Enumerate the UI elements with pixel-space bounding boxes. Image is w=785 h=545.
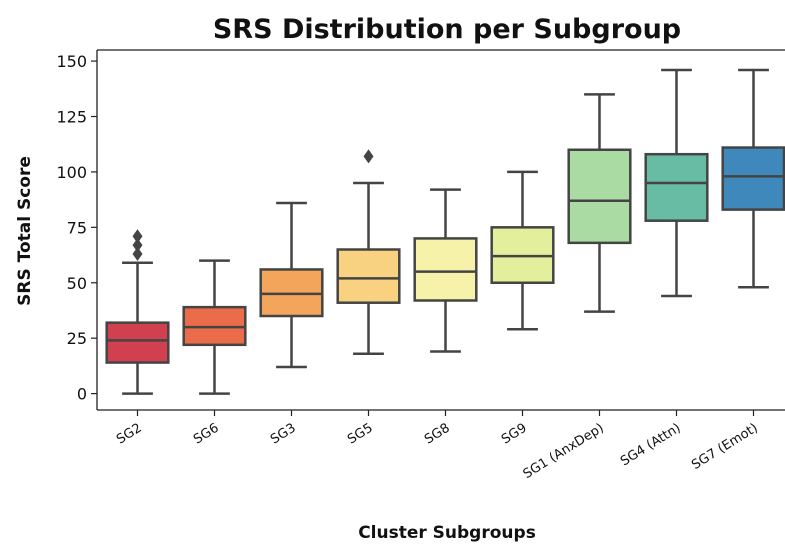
x-tick-label: SG9 (499, 421, 530, 448)
x-axis-label: Cluster Subgroups (358, 523, 536, 543)
y-tick-label: 150 (56, 52, 87, 71)
x-tick-label: SG5 (345, 421, 376, 448)
x-tick-label: SG4 (Attn) (618, 421, 684, 470)
y-tick-label: 50 (67, 274, 87, 293)
outlier (132, 238, 143, 253)
box (105, 321, 170, 364)
chart-title: SRS Distribution per Subgroup (213, 14, 681, 45)
y-tick-label: 100 (56, 163, 87, 182)
x-tick-label: SG1 (AnxDep) (521, 421, 607, 482)
y-tick-label: 125 (56, 108, 87, 127)
x-tick-label: SG2 (114, 421, 145, 448)
outlier (132, 246, 143, 261)
box (336, 248, 401, 304)
y-tick-label: 0 (77, 385, 87, 404)
box (721, 146, 785, 211)
box (567, 148, 632, 245)
box (413, 237, 478, 302)
y-tick-label: 25 (67, 329, 87, 348)
y-tick-label: 75 (67, 218, 87, 237)
outlier (132, 229, 143, 244)
y-axis-label: SRS Total Score (15, 156, 35, 306)
x-tick-label: SG6 (191, 421, 222, 448)
x-tick-label: SG3 (268, 421, 299, 448)
x-tick-label: SG7 (Emot) (689, 421, 760, 473)
x-tick-label: SG8 (422, 421, 453, 448)
box (644, 152, 709, 222)
outlier (363, 149, 374, 164)
